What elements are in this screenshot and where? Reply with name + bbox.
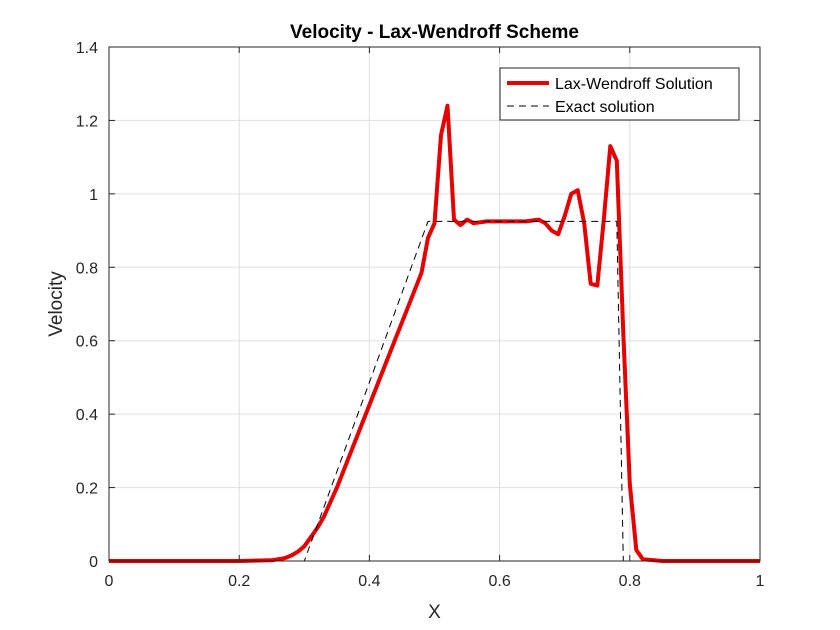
y-tick-label: 0.4 [76, 407, 98, 424]
y-tick-label: 1.2 [76, 113, 98, 130]
x-tick-label: 0.6 [488, 573, 510, 590]
chart-title: Velocity - Lax-Wendroff Scheme [290, 22, 579, 43]
x-tick-label: 1 [756, 573, 765, 590]
legend-box [499, 67, 740, 121]
y-tick-label: 0.6 [76, 334, 98, 351]
legend-label: Lax-Wendroff Solution [555, 76, 713, 93]
x-tick-label: 0 [105, 573, 114, 590]
y-tick-label: 1 [89, 187, 98, 204]
legend-label: Exact solution [555, 99, 655, 116]
x-tick-label: 0.8 [619, 573, 641, 590]
y-tick-label: 0.8 [76, 260, 98, 277]
x-tick-label: 0.2 [228, 573, 250, 590]
x-tick-label: 0.4 [358, 573, 380, 590]
series-line-lax-wendroff [109, 103, 760, 563]
axis-ticks: 0 0.2 0.4 0.6 0.8 1 0 0.2 0.4 0.6 0.8 1 1.2 1.4 [76, 40, 765, 590]
y-tick-label: 0 [89, 554, 98, 571]
y-tick-label: 0.2 [76, 481, 98, 498]
plot-frame [108, 46, 761, 562]
plot-area [109, 47, 760, 561]
y-tick-label: 1.4 [76, 40, 98, 57]
x-axis-label: X [428, 602, 441, 623]
legend: Lax-Wendroff Solution Exact solution [499, 67, 740, 121]
y-axis-label: Velocity [46, 271, 67, 337]
